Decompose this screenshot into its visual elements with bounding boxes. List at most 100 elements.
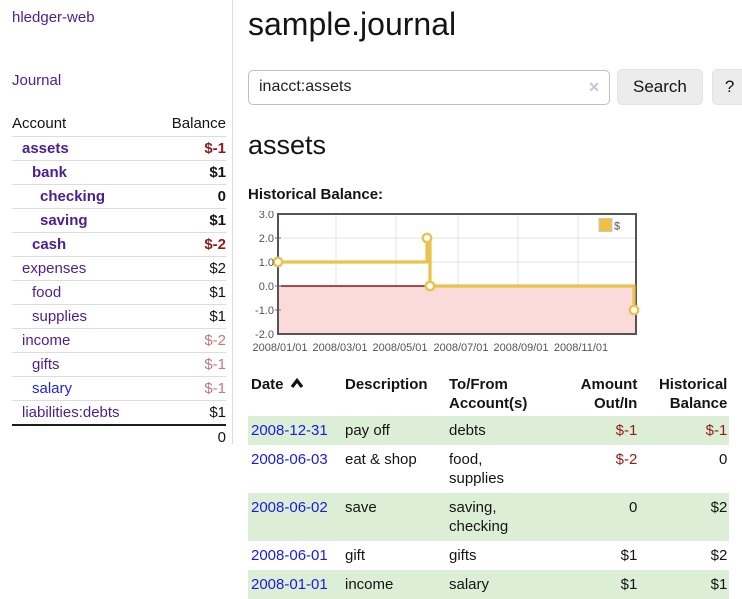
chart-legend: $ [598,218,620,233]
table-row: 2008-01-01 income salary $1 $1 [248,570,730,599]
transaction-description: gift [345,547,366,564]
account-link-cash[interactable]: cash [32,236,67,253]
transaction-date-link[interactable]: 2008-12-31 [251,422,328,439]
table-row: saving $1 [12,208,226,233]
accounts-total-value: 0 [154,424,226,449]
transaction-description: income [345,576,394,593]
svg-text:2.0: 2.0 [259,233,274,245]
table-row: income $-2 [12,328,226,353]
svg-text:3.0: 3.0 [259,211,274,221]
sidebar-item-journal[interactable]: Journal [12,72,62,89]
transaction-accounts: gifts [449,547,477,564]
account-link-income[interactable]: income [22,332,71,349]
account-balance: $-2 [154,328,226,353]
search-button[interactable]: Search [617,69,703,105]
account-balance: $1 [154,304,226,329]
transaction-accounts: food, supplies [449,451,505,487]
table-row: cash $-2 [12,232,226,257]
transaction-description: eat & shop [345,451,417,468]
transaction-balance: $-1 [705,422,728,439]
legend-label: $ [614,221,620,233]
transaction-balance: 0 [718,451,728,468]
account-column-header: Account [12,113,155,137]
table-row: food $1 [12,280,226,305]
main-content: sample.journal ✕ Search ? assets Histori… [233,0,742,599]
table-row: bank $1 [12,160,226,185]
svg-text:2008/01/01: 2008/01/01 [252,342,307,354]
transaction-balance: $1 [710,576,728,593]
table-row: 2008-12-31 pay off debts $-1 $-1 [248,416,730,445]
clear-search-icon[interactable]: ✕ [588,78,600,95]
app-title-link[interactable]: hledger-web [12,9,95,26]
sort-ascending-icon[interactable] [290,377,304,389]
account-link-food[interactable]: food [32,284,62,301]
historical-balance-chart: $ 3.0 2.0 1.0 0.0 -1.0 -2.0 2008/01/01 2… [252,211,640,354]
data-point-markers [272,232,640,316]
transaction-date-link[interactable]: 2008-06-03 [251,451,328,468]
account-link-checking[interactable]: checking [40,188,106,205]
svg-text:1.0: 1.0 [259,257,274,269]
table-row: 2008-06-02 save saving, checking 0 $2 [248,493,730,541]
accounts-balance-table: Account Balance assets $-1 bank $1 check… [12,113,226,449]
svg-text:2008/09/01: 2008/09/01 [493,342,548,354]
table-row: liabilities:debts $1 [12,400,226,426]
account-balance: $-1 [154,376,226,401]
amount-column-header: Amount Out/In [580,376,638,412]
account-link-assets[interactable]: assets [22,140,69,157]
table-row: 2008-06-03 eat & shop food, supplies $-2… [248,445,729,493]
description-column-header: Description [345,376,428,393]
account-link-bank[interactable]: bank [32,164,68,181]
table-row: checking 0 [12,184,226,209]
register-table: Date Description To/From Account(s) Amou… [248,372,730,599]
register-header-row: Date Description To/From Account(s) Amou… [248,372,729,416]
balance-column-header: Historical Balance [658,376,728,412]
transaction-date-link[interactable]: 2008-06-02 [251,499,328,516]
svg-text:2008/03/01: 2008/03/01 [312,342,367,354]
table-row: 2008-06-01 gift gifts $1 $2 [248,541,729,570]
account-link-salary[interactable]: salary [32,380,73,397]
account-balance: $1 [154,160,226,185]
table-row: gifts $-1 [12,352,226,377]
transaction-accounts: saving, checking [449,499,509,535]
y-axis-labels: 3.0 2.0 1.0 0.0 -1.0 -2.0 [255,211,274,341]
balance-column-header: Balance [154,113,226,137]
sidebar: hledger-web Journal Account Balance asse… [0,0,233,449]
transaction-description: save [345,499,377,516]
account-link-expenses[interactable]: expenses [22,260,87,277]
account-balance: $1 [154,400,226,426]
svg-text:2008/11/01: 2008/11/01 [554,342,608,354]
transaction-amount: 0 [628,499,638,516]
transaction-amount: $-1 [615,422,638,439]
svg-text:-2.0: -2.0 [255,329,274,341]
account-balance: $1 [154,208,226,233]
transaction-balance: $2 [710,547,728,564]
svg-text:2008/07/01: 2008/07/01 [433,342,488,354]
table-row: salary $-1 [12,376,226,401]
svg-text:-1.0: -1.0 [255,305,274,317]
legend-swatch [598,218,613,232]
chart-border [277,213,637,335]
account-link-liabilities-debts[interactable]: liabilities:debts [22,404,120,421]
table-row: supplies $1 [12,304,226,329]
date-column-header[interactable]: Date [248,372,345,416]
transaction-accounts: salary [449,576,490,593]
account-balance: $-1 [154,136,226,161]
x-axis-labels: 2008/01/01 2008/03/01 2008/05/01 2008/07… [252,342,608,354]
account-balance: 0 [154,184,226,209]
help-button[interactable]: ? [711,69,742,105]
svg-text:0.0: 0.0 [259,281,274,293]
account-link-supplies[interactable]: supplies [32,308,88,325]
table-row: assets $-1 [12,136,226,161]
account-balance: $-1 [154,352,226,377]
account-link-gifts[interactable]: gifts [32,356,60,373]
accounts-column-header: To/From Account(s) [449,376,528,412]
account-balance: $1 [154,280,226,305]
transaction-date-link[interactable]: 2008-06-01 [251,547,328,564]
search-input[interactable] [248,69,610,105]
search-form: ✕ Search ? [248,69,742,105]
svg-text:2008/05/01: 2008/05/01 [372,342,427,354]
transaction-date-link[interactable]: 2008-01-01 [251,576,328,593]
account-link-saving[interactable]: saving [40,212,88,229]
chart-title: Historical Balance: [248,186,384,203]
date-header-label: Date [251,376,284,393]
